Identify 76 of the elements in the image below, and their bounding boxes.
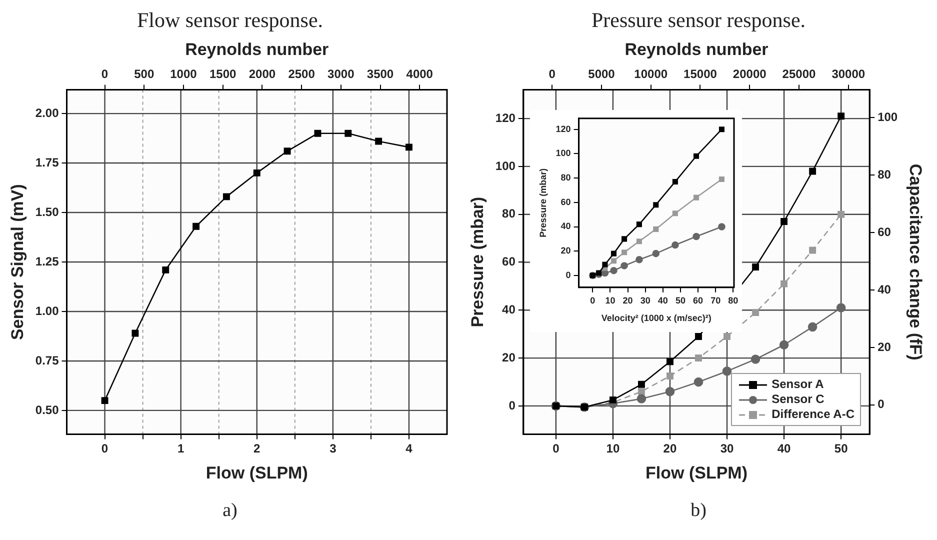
x-tick-label: 70 [710, 295, 721, 306]
y-tick-label: 80 [502, 206, 516, 221]
x-axis-title: Flow (SLPM) [206, 463, 308, 482]
y-tick-label: 60 [560, 196, 571, 207]
x2-tick-label: 3500 [366, 66, 394, 81]
y-tick-label: 0 [566, 270, 571, 280]
x2-tick-label: 3000 [328, 66, 355, 81]
x-tick-label: 20 [663, 442, 677, 456]
x2-tick-label: 2000 [248, 66, 276, 81]
y2-tick-label: 40 [878, 282, 892, 296]
y-tick-label: 0.50 [35, 402, 60, 417]
text: a) [222, 500, 238, 522]
x2-tick-label: 2500 [288, 66, 316, 81]
x2-tick-label: 15000 [684, 66, 718, 81]
x-tick-label: 50 [834, 442, 848, 456]
x-tick-label: 2 [254, 442, 261, 456]
y2-tick-label: 0 [878, 397, 885, 412]
y-axis-title: Pressure (mbar) [538, 168, 548, 238]
legend-label: Difference A-C [772, 407, 854, 422]
x-tick-label: 30 [640, 295, 650, 306]
x-tick-label: 40 [658, 295, 668, 306]
x2-tick-label: 5000 [588, 66, 616, 81]
y2-tick-label: 20 [878, 340, 892, 354]
x-tick-label: 0 [590, 295, 596, 306]
y-tick-label: 80 [560, 172, 571, 183]
text: b) [690, 500, 708, 522]
y-tick-label: 20 [560, 246, 571, 256]
y-tick-label: 100 [556, 148, 571, 158]
x2-tick-label: 30000 [832, 66, 866, 81]
x2-axis-title: Reynolds number [185, 40, 330, 59]
y-tick-label: 1.75 [35, 155, 60, 170]
chart-title: Pressure sensor response. [590, 8, 807, 33]
x2-tick-label: 1500 [209, 66, 237, 81]
x-tick-label: 50 [675, 295, 686, 306]
x2-tick-label: 1000 [170, 66, 198, 81]
x-tick-label: 80 [728, 295, 738, 306]
y-tick-label: 0.75 [35, 353, 60, 368]
y-tick-label: 120 [495, 110, 516, 125]
y2-axis-title: Capacitance change (fF) [906, 164, 926, 360]
chart-title: Flow sensor response. [136, 8, 324, 33]
x2-tick-label: 10000 [634, 66, 668, 81]
x2-tick-label: 0 [101, 66, 108, 81]
y-tick-label: 100 [495, 158, 516, 173]
x2-axis-title: Reynolds number [624, 40, 769, 59]
y-tick-label: 20 [502, 350, 516, 364]
legend-label: Sensor C [772, 392, 824, 408]
x2-tick-label: 500 [134, 66, 154, 81]
y2-tick-label: 100 [878, 110, 898, 124]
y-tick-label: 40 [560, 221, 571, 232]
x2-tick-label: 4000 [406, 66, 434, 81]
y2-tick-label: 60 [878, 224, 892, 239]
x-tick-label: 4 [406, 442, 413, 456]
x-tick-label: 60 [693, 295, 704, 306]
x-tick-label: 40 [777, 442, 792, 456]
x-axis-title: Flow (SLPM) [646, 463, 748, 482]
y-tick-label: 60 [502, 254, 516, 269]
y-tick-label: 2.00 [35, 106, 60, 120]
x-tick-label: 3 [330, 442, 337, 456]
x2-tick-label: 25000 [782, 66, 816, 81]
x-tick-label: 0 [101, 442, 108, 456]
y-tick-label: 1.50 [35, 204, 60, 219]
x-axis-title: Velocity² (1000 x (m/sec)²) [601, 313, 712, 324]
x-tick-label: 30 [720, 442, 734, 456]
legend-label: Sensor A [772, 377, 824, 392]
y-tick-label: 120 [556, 124, 571, 134]
y-tick-label: 0 [508, 398, 516, 412]
y-axis-title: Sensor Signal (mV) [8, 184, 27, 340]
y-tick-label: 1.25 [35, 254, 60, 268]
x-tick-label: 20 [622, 295, 633, 306]
x-tick-label: 1 [177, 442, 184, 456]
x2-tick-label: 20000 [732, 66, 767, 81]
x-tick-label: 10 [605, 295, 616, 306]
y-axis-title: Pressure (mbar) [468, 196, 487, 328]
x-tick-label: 10 [606, 442, 620, 456]
y-tick-label: 1.00 [35, 304, 60, 318]
y2-tick-label: 80 [878, 167, 892, 182]
